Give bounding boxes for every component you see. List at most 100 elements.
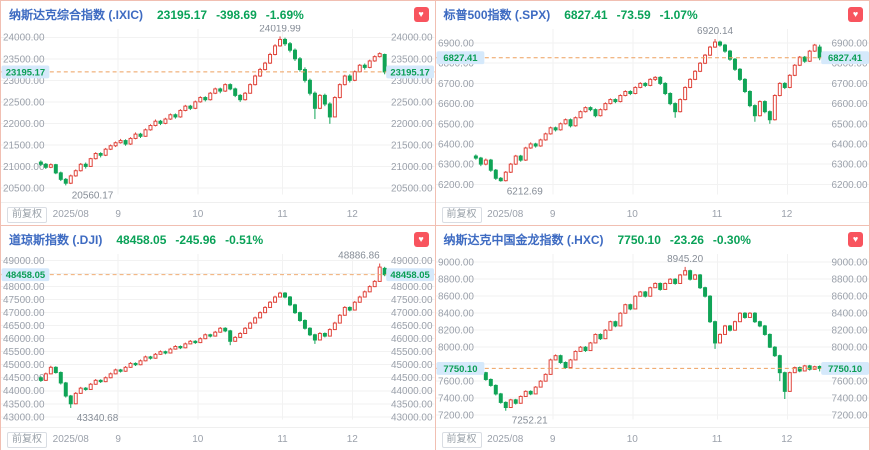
y-axis-label-left: 6200.00 — [437, 180, 473, 191]
candle-up — [153, 119, 158, 127]
candle-body — [582, 346, 587, 352]
current-price-pill — [386, 268, 435, 282]
candlestick-chart[interactable]: 9000.00 9000.00 8800.00 8800.00 8600.00 8600.… — [435, 250, 870, 427]
candle-up — [48, 163, 53, 169]
y-axis-label-right: 7200.00 — [831, 411, 867, 422]
candle-body — [757, 321, 762, 327]
adjust-mode-button[interactable]: 前复权 — [441, 207, 482, 224]
candle-body — [498, 177, 503, 182]
candle-body — [208, 334, 213, 337]
candle-body — [792, 64, 797, 76]
favorite-button[interactable]: ♥ — [413, 232, 429, 247]
candle-body — [273, 45, 278, 55]
candle-up — [812, 365, 817, 370]
candle-body — [283, 292, 288, 298]
candle-up — [538, 380, 543, 388]
candle-body — [43, 163, 48, 168]
candle-up — [372, 55, 377, 62]
candle-up — [508, 162, 513, 174]
candle-body — [722, 325, 727, 335]
candle-down — [123, 139, 128, 146]
candle-body — [337, 314, 342, 324]
candle-body — [782, 372, 787, 392]
candlestick-chart[interactable]: 24000.00 24000.00 23500.00 23500.00 23000.00… — [1, 25, 435, 202]
x-axis-label: 12 — [346, 434, 358, 446]
low-annotation: 7252.21 — [511, 416, 547, 427]
y-axis-label-left: 47500.00 — [3, 295, 45, 306]
candle-up — [372, 280, 377, 288]
candle-down — [568, 118, 573, 128]
candle-down — [742, 312, 747, 319]
candle-up — [602, 102, 607, 111]
panel-header: 道琼斯指数 (.DJI) 48458.05 -245.96 -0.51% ♥ — [1, 226, 435, 250]
candle-down — [518, 154, 523, 162]
y-axis-label-left: 6600.00 — [437, 99, 473, 110]
current-price-label-left: 23195.17 — [1, 65, 50, 78]
candle-body — [48, 164, 53, 168]
x-axis-label: 9 — [115, 209, 121, 221]
chart-area: 49000.00 49000.00 48000.00 48000.00 47500.00… — [1, 250, 435, 427]
candle-body — [208, 92, 213, 101]
candlestick-chart[interactable]: 49000.00 49000.00 48000.00 48000.00 47500.00… — [1, 250, 435, 427]
current-price-label-right: 7750.10 — [820, 361, 869, 375]
candle-body — [143, 129, 148, 137]
candle-body — [68, 395, 73, 405]
candle-body — [367, 60, 372, 68]
candle-body — [173, 346, 178, 350]
candle-body — [657, 282, 662, 290]
candle-up — [103, 147, 108, 157]
y-axis-label-right: 47500.00 — [391, 295, 433, 306]
current-price-text: 7750.10 — [827, 364, 861, 375]
candle-up — [377, 52, 382, 58]
candle-body — [762, 101, 767, 113]
y-axis-label-left: 7200.00 — [437, 411, 473, 422]
candle-body — [58, 372, 63, 384]
favorite-button[interactable]: ♥ — [848, 232, 863, 247]
candle-body — [288, 43, 292, 51]
candlestick-chart[interactable]: 6900.00 6900.00 6800.00 6800.00 6700.00 6700.… — [435, 25, 870, 202]
candle-body — [602, 329, 607, 340]
y-axis-label-left: 46000.00 — [3, 334, 45, 345]
candle-down — [178, 345, 183, 350]
candle-body — [533, 386, 538, 395]
candle-down — [807, 364, 812, 371]
candle-down — [488, 158, 493, 172]
adjust-mode-button[interactable]: 前复权 — [7, 207, 47, 224]
candle-body — [687, 78, 692, 88]
candle-up — [168, 347, 173, 354]
adjust-mode-button[interactable]: 前复权 — [7, 432, 47, 449]
candle-down — [727, 324, 732, 332]
candle-down — [662, 82, 667, 96]
candle-up — [337, 313, 342, 324]
chart-panel-ixic: 纳斯达克综合指数 (.IXIC) 23195.17 -398.69 -1.69% ♥… — [1, 1, 435, 225]
x-axis-label: 9 — [549, 434, 556, 446]
candle-down — [752, 312, 757, 323]
candle-up — [73, 392, 78, 405]
candle-body — [752, 312, 757, 323]
candle-body — [548, 359, 553, 375]
x-axis-label: 2025/08 — [487, 209, 524, 221]
favorite-button[interactable]: ♥ — [413, 7, 429, 22]
candle-body — [38, 377, 43, 381]
candle-body — [627, 90, 632, 95]
candle-body — [602, 103, 607, 111]
y-axis-label-right: 23500.00 — [391, 54, 433, 65]
candle-up — [183, 342, 188, 349]
candle-down — [717, 40, 722, 47]
panel-header: 标普500指数 (.SPX) 6827.41 -73.59 -1.07% ♥ — [436, 1, 870, 25]
y-axis-label-right: 8200.00 — [831, 326, 867, 337]
candle-up — [533, 386, 538, 395]
candle-down — [83, 387, 88, 391]
candle-up — [238, 332, 243, 338]
panel-footer: 前复权 2025/08 9 10 11 12 — [435, 427, 869, 450]
candle-down — [642, 290, 647, 298]
candle-body — [228, 84, 233, 90]
candle-body — [198, 97, 203, 103]
favorite-button[interactable]: ♥ — [848, 7, 863, 22]
candle-body — [582, 107, 587, 113]
candle-body — [78, 163, 83, 172]
high-annotation: 8945.20 — [667, 254, 703, 265]
adjust-mode-button[interactable]: 前复权 — [441, 432, 482, 449]
candle-body — [158, 351, 163, 355]
candle-body — [53, 164, 58, 174]
